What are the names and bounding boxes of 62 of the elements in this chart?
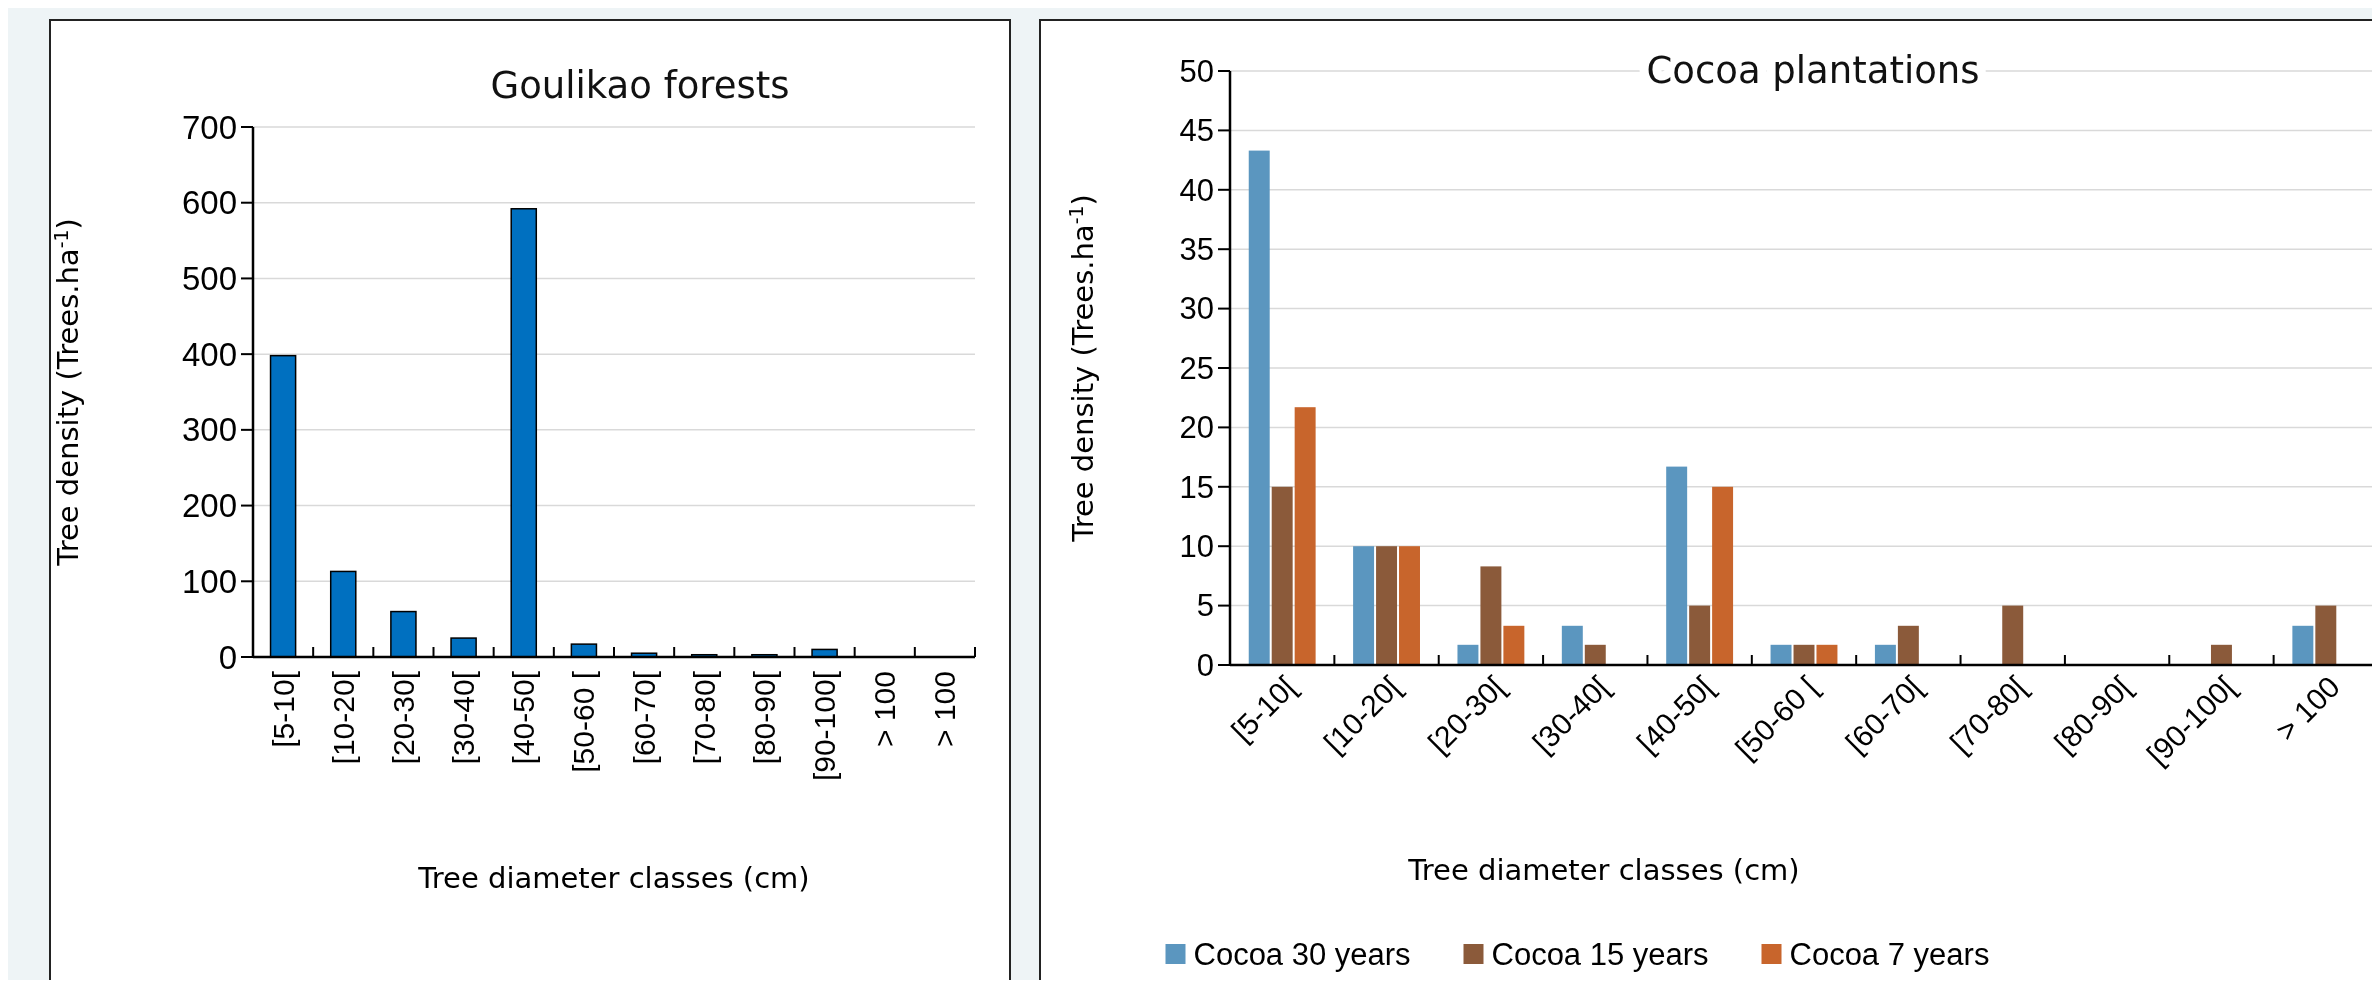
bar bbox=[1376, 546, 1398, 665]
y-tick-label: 700 bbox=[181, 108, 237, 146]
legend-label: Cocoa 30 years bbox=[1193, 936, 1411, 972]
bar bbox=[1712, 486, 1734, 665]
x-tick-label: > 100 bbox=[868, 671, 902, 747]
x-tick-label: [10-20[ bbox=[326, 670, 360, 765]
bar bbox=[1271, 486, 1293, 665]
y-tick-label: 400 bbox=[181, 335, 237, 373]
x-axis-title: Tree diameter classes (cm) bbox=[417, 861, 810, 895]
y-tick-label: 50 bbox=[1179, 53, 1214, 89]
x-tick-label: [90-100[ bbox=[808, 670, 842, 782]
legend-label: Cocoa 15 years bbox=[1491, 936, 1709, 972]
x-tick-label: > 100 bbox=[928, 671, 962, 747]
y-tick-label: 5 bbox=[1196, 588, 1214, 624]
y-tick-label: 0 bbox=[1196, 647, 1214, 683]
bar bbox=[1480, 566, 1502, 665]
legend-label: Cocoa 7 years bbox=[1789, 936, 1990, 972]
bar bbox=[2210, 644, 2232, 665]
y-tick-label: 20 bbox=[1179, 410, 1214, 446]
y-tick-label: 10 bbox=[1179, 529, 1214, 565]
bar bbox=[2315, 605, 2337, 665]
x-tick-label: [70-80[ bbox=[687, 670, 721, 765]
bar bbox=[1897, 625, 1919, 665]
bar bbox=[1503, 625, 1525, 665]
bar bbox=[1248, 150, 1270, 665]
y-tick-label: 40 bbox=[1179, 172, 1214, 208]
x-tick-label: [50-60 [ bbox=[567, 670, 601, 773]
bar bbox=[1294, 407, 1316, 665]
y-tick-label: 25 bbox=[1179, 350, 1214, 386]
x-tick-label: [60-70[ bbox=[627, 670, 661, 765]
bar bbox=[2002, 605, 2024, 665]
y-tick-label: 600 bbox=[181, 184, 237, 222]
bar bbox=[1399, 546, 1420, 665]
bar bbox=[2292, 625, 2314, 665]
y-tick-label: 0 bbox=[218, 638, 237, 676]
y-tick-label: 100 bbox=[181, 562, 237, 600]
x-tick-label: [80-90[ bbox=[747, 670, 781, 765]
y-tick-label: 30 bbox=[1179, 291, 1214, 327]
chart-title: Cocoa plantations bbox=[1646, 49, 1980, 92]
bar bbox=[1353, 546, 1375, 665]
x-tick-label: [40-50[ bbox=[507, 670, 541, 765]
y-tick-label: 300 bbox=[181, 411, 237, 449]
x-tick-label: > 100 bbox=[2269, 669, 2347, 747]
bar bbox=[1457, 644, 1479, 665]
bar bbox=[1770, 644, 1792, 665]
y-tick-label: 15 bbox=[1179, 469, 1214, 505]
bar bbox=[1689, 605, 1711, 665]
bar bbox=[1816, 644, 1838, 665]
bar bbox=[1561, 625, 1583, 665]
y-tick-label: 45 bbox=[1179, 113, 1214, 149]
bar bbox=[1584, 644, 1606, 665]
bar bbox=[1793, 644, 1815, 665]
y-tick-label: 35 bbox=[1179, 232, 1214, 268]
x-tick-label: [5-10[ bbox=[266, 670, 300, 748]
x-tick-label: [20-30[ bbox=[386, 670, 420, 765]
y-tick-label: 500 bbox=[181, 259, 237, 297]
y-tick-label: 200 bbox=[181, 487, 237, 525]
bar bbox=[1666, 466, 1688, 665]
chart-title: Goulikao forests bbox=[490, 64, 790, 107]
x-axis-title: Tree diameter classes (cm) bbox=[1407, 853, 1800, 887]
x-tick-label: [30-40[ bbox=[447, 670, 481, 765]
bar bbox=[1874, 644, 1896, 665]
